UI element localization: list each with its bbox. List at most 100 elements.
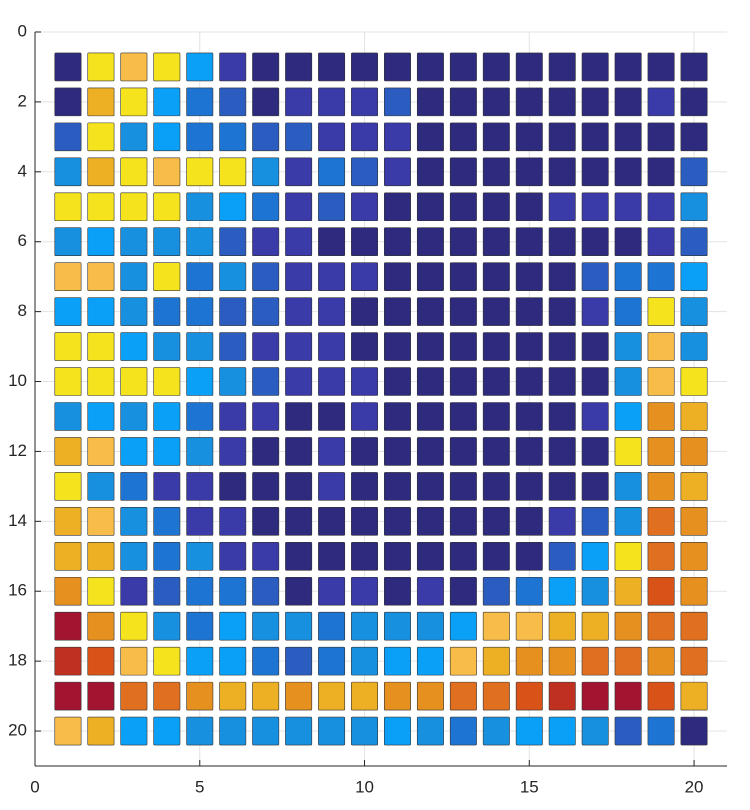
heatmap-cell [351,297,379,326]
heatmap-cell [54,157,82,187]
heatmap-cell [515,332,543,361]
heatmap-cell [219,157,247,187]
heatmap-cell [548,122,576,152]
heatmap-cell [383,332,411,361]
heatmap-cell [383,716,411,746]
heatmap-cell [318,611,346,641]
heatmap-cell [416,157,444,187]
heatmap-cell [383,262,411,291]
heatmap-cell [647,576,675,606]
heatmap-cell [548,402,576,431]
heatmap-cell [647,611,675,641]
heatmap-cell [87,576,115,606]
x-tick-label: 10 [355,777,374,796]
x-tick-label: 15 [520,777,539,796]
heatmap-cell [515,52,543,82]
heatmap-cell [87,227,115,256]
heatmap-cell [581,332,609,361]
heatmap-cell [581,542,609,571]
heatmap-cell [120,507,148,536]
heatmap-cell [186,332,214,361]
heatmap-cell [219,472,247,501]
heatmap-cell [285,367,313,396]
heatmap-cell [647,227,675,256]
heatmap-cell [120,157,148,187]
heatmap-cell [252,122,280,152]
heatmap-cell [351,611,379,641]
heatmap-cell [219,646,247,676]
heatmap-cell [351,576,379,606]
heatmap-cell [87,507,115,536]
heatmap-cell [548,227,576,256]
heatmap-cell [54,716,82,746]
heatmap-cell [416,542,444,571]
heatmap-cell [614,576,642,606]
heatmap-cell [647,192,675,222]
heatmap-cell [647,52,675,82]
heatmap-cell [186,192,214,222]
heatmap-cell [383,646,411,676]
heatmap-cell [614,646,642,676]
heatmap-cell [87,297,115,326]
heatmap-cell [416,122,444,152]
heatmap-cell [515,402,543,431]
heatmap-cell [680,122,708,152]
heatmap-cell [482,576,510,606]
heatmap-cell [449,157,477,187]
heatmap-cell [515,507,543,536]
heatmap-cell [318,542,346,571]
heatmap-cell [581,262,609,291]
heatmap-cell [416,262,444,291]
heatmap-cell [54,262,82,291]
heatmap-cell [383,87,411,117]
heatmap-cell [416,227,444,256]
heatmap-cell [285,542,313,571]
heatmap-cell [87,332,115,361]
heatmap-cell [416,87,444,117]
heatmap-cell [647,262,675,291]
heatmap-cell [153,576,181,606]
heatmap-cell [482,437,510,466]
heatmap-cell [614,437,642,466]
heatmap-cell [416,611,444,641]
heatmap-cell [54,122,82,152]
heatmap-cell [219,367,247,396]
heatmap-cell [153,402,181,431]
heatmap-cell [153,52,181,82]
heatmap-cell [120,576,148,606]
heatmap-cell [680,576,708,606]
heatmap-cell [120,646,148,676]
heatmap-cell [680,646,708,676]
heatmap-cell [548,192,576,222]
heatmap-cell [351,472,379,501]
x-tick-label: 0 [30,777,39,796]
heatmap-cell [120,402,148,431]
heatmap-cell [285,192,313,222]
heatmap-cell [219,297,247,326]
heatmap-cell [515,122,543,152]
heatmap-cell [351,716,379,746]
heatmap-cell [581,611,609,641]
heatmap-cell [581,367,609,396]
heatmap-cell [252,611,280,641]
heatmap-cell [647,157,675,187]
heatmap-cell [87,716,115,746]
heatmap-cell [482,646,510,676]
heatmap-cell [482,367,510,396]
heatmap-cell [680,227,708,256]
heatmap-cell [120,681,148,711]
heatmap-cell [54,611,82,641]
heatmap-cell [318,681,346,711]
heatmap-cell [416,437,444,466]
heatmap-cell [153,437,181,466]
heatmap-cell [285,262,313,291]
heatmap-cell [351,332,379,361]
heatmap-cell [54,192,82,222]
heatmap-cell [680,611,708,641]
heatmap-cell [383,157,411,187]
heatmap-cell [548,332,576,361]
heatmap-cell [482,262,510,291]
heatmap-cell [416,472,444,501]
heatmap-cell [383,437,411,466]
